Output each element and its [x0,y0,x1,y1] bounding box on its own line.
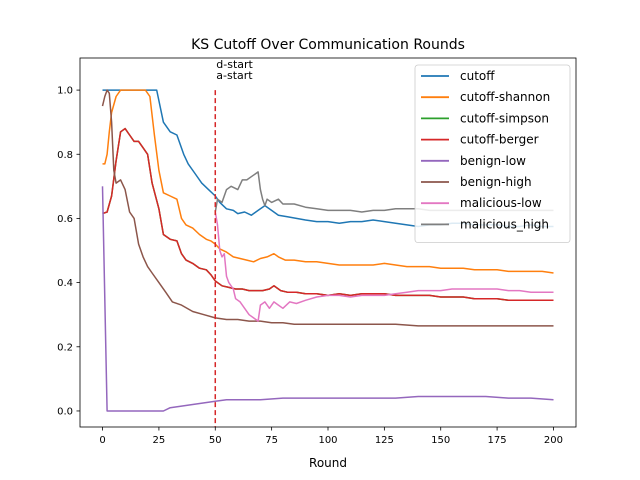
legend-label-benign-high: benign-high [460,175,532,189]
y-tick-label: 0.8 [57,150,73,161]
plot-area [101,89,554,412]
legend-label-cutoff-simpson: cutoff-simpson [460,111,549,125]
legend-box [414,64,571,244]
axes-layer: 0 25 50 75 100 125 150 175 200 0.0 0.2 0.4 0.6 0.8 1.0 [57,57,577,446]
series-line-cutoff-shannon [102,89,554,274]
x-tick-label: 125 [375,435,394,446]
annotation-d-start: d-start [216,58,253,71]
x-axis-label: Round [309,456,347,470]
legend-label-malicious_high: malicious_high [460,217,549,231]
legend: cutoff cutoff-shannon cutoff-simpson cutoff… [414,64,571,244]
series-layer [101,89,554,412]
y-tick-label: 0.2 [57,342,73,353]
legend-label-benign-low: benign-low [460,154,526,168]
legend-label-cutoff: cutoff [460,69,495,83]
x-tick-label: 150 [431,435,450,446]
x-tick-label: 75 [265,435,278,446]
series-line-malicious-low [214,211,554,322]
y-tick-label: 0.6 [57,214,73,225]
legend-label-cutoff-shannon: cutoff-shannon [460,90,550,104]
y-tick-label: 0.4 [57,278,73,289]
x-tick-label: 100 [318,435,337,446]
legend-label-cutoff-berger: cutoff-berger [460,133,539,147]
x-tick-label: 175 [488,435,507,446]
chart-title: KS Cutoff Over Communication Rounds [191,37,465,53]
series-line-benign-low [101,186,554,412]
x-tick-label: 0 [99,435,105,446]
y-tick-label: 1.0 [57,86,73,97]
series-line-benign-high [101,89,554,327]
y-tick-label: 0.0 [57,407,73,418]
legend-label-malicious-low: malicious-low [460,196,542,210]
x-tick-label: 200 [544,435,563,446]
x-tick-label: 25 [153,435,166,446]
annotation-a-start: a-start [216,69,253,82]
series-line-cutoff-berger [102,127,554,302]
x-tick-label: 50 [209,435,222,446]
